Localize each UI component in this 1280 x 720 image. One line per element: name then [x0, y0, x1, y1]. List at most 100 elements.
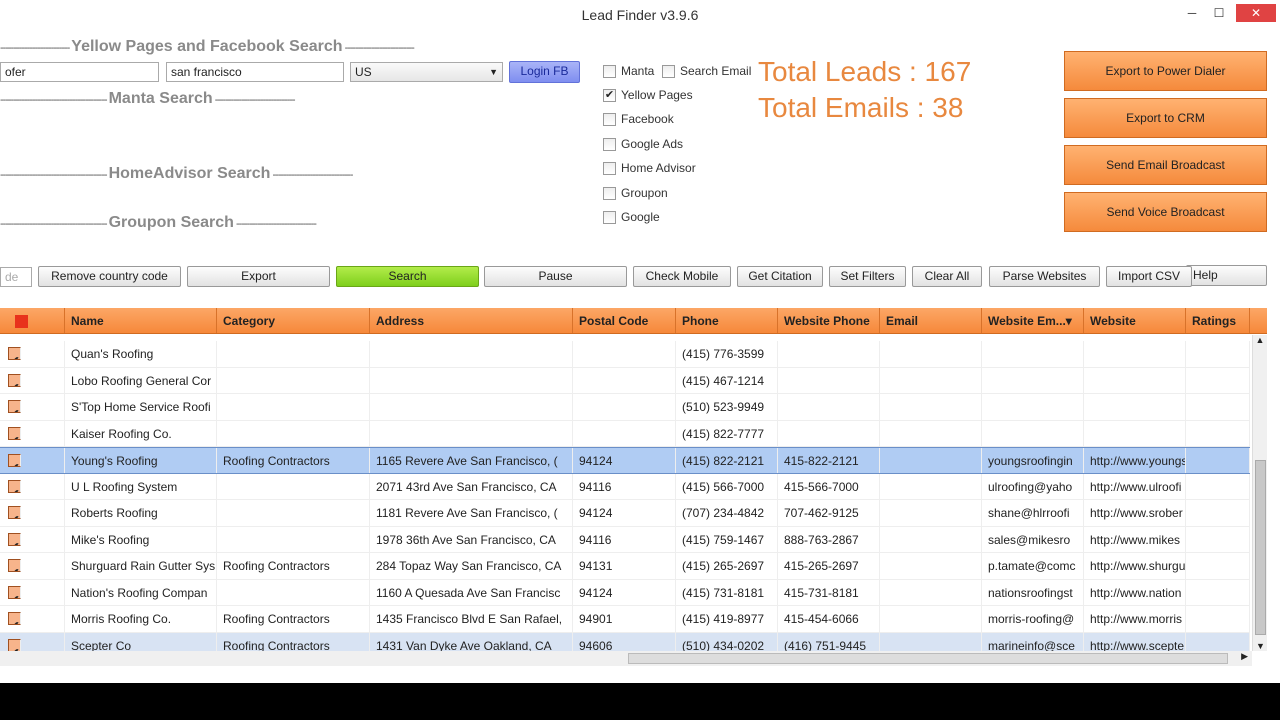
check-mobile-button[interactable]: Check Mobile: [633, 266, 731, 287]
table-row[interactable]: ✔ Roberts Roofing 1181 Revere Ave San Fran…: [0, 500, 1250, 527]
clear-all-button[interactable]: Clear All: [912, 266, 982, 287]
column-header-website-phone[interactable]: Website Phone: [778, 308, 880, 333]
row-select-cell[interactable]: ✔: [0, 420, 65, 446]
source-checkbox-manta[interactable]: Manta: [603, 64, 654, 78]
row-select-cell[interactable]: ✔: [0, 632, 65, 651]
location-input[interactable]: san francisco: [166, 62, 344, 82]
checkbox-icon[interactable]: [603, 161, 616, 175]
table-row[interactable]: ✔ U L Roofing System 2071 43rd Ave San Fra…: [0, 473, 1250, 500]
import-csv-button[interactable]: Import CSV: [1106, 266, 1192, 287]
cell-website: http://www.nation: [1084, 579, 1186, 605]
export-power-dialer-button[interactable]: Export to Power Dialer: [1064, 51, 1267, 91]
source-checkbox-google-ads[interactable]: Google Ads: [603, 137, 683, 151]
checkbox-icon[interactable]: [603, 210, 616, 224]
search-button[interactable]: Search: [336, 266, 479, 287]
row-select-cell[interactable]: ✔: [0, 341, 65, 367]
table-row[interactable]: ✔ S'Top Home Service Roofi (510) 523-9949: [0, 394, 1250, 421]
source-checkbox-yellow-pages[interactable]: ✔ Yellow Pages: [603, 88, 693, 102]
row-select-cell[interactable]: ✔: [0, 473, 65, 499]
row-checkbox[interactable]: ✔: [8, 638, 21, 651]
row-checkbox[interactable]: ✔: [8, 559, 21, 572]
pause-button[interactable]: Pause: [484, 266, 627, 287]
row-select-cell[interactable]: ✔: [0, 500, 65, 526]
row-checkbox[interactable]: ✔: [8, 532, 21, 546]
set-filters-button[interactable]: Set Filters: [829, 266, 906, 287]
row-checkbox[interactable]: ✔: [8, 612, 21, 625]
country-select[interactable]: US ▼: [350, 62, 503, 82]
vertical-scrollbar[interactable]: ▲ ▼: [1252, 335, 1267, 651]
row-select-cell[interactable]: ✔: [0, 448, 65, 473]
h-scroll-thumb[interactable]: [628, 653, 1228, 664]
table-row[interactable]: ✔ Quan's Roofing (415) 776-3599: [0, 341, 1250, 368]
cell-ratings: [1186, 526, 1250, 552]
keyword-input[interactable]: ofer: [0, 62, 159, 82]
row-select-cell[interactable]: ✔: [0, 367, 65, 393]
parse-websites-button[interactable]: Parse Websites: [989, 266, 1100, 287]
row-checkbox[interactable]: ✔: [8, 585, 21, 599]
checkbox-icon[interactable]: [603, 112, 616, 126]
column-header-category[interactable]: Category: [217, 308, 370, 333]
table-row[interactable]: ✔ Morris Roofing Co.Roofing Contractors14…: [0, 606, 1250, 633]
horizontal-scrollbar[interactable]: ▶: [0, 651, 1252, 666]
row-checkbox[interactable]: ✔: [8, 373, 21, 387]
cell-phone: (707) 234-4842: [676, 500, 778, 526]
row-select-cell[interactable]: ✔: [0, 606, 65, 632]
table-row[interactable]: ✔ Lobo Roofing General Cor (415) 467-1214: [0, 367, 1250, 394]
checkbox-icon[interactable]: [603, 64, 616, 78]
column-header-website-em-[interactable]: Website Em...▾: [982, 308, 1084, 333]
select-all-checkbox[interactable]: [0, 308, 65, 333]
send-email-broadcast-button[interactable]: Send Email Broadcast: [1064, 145, 1267, 185]
row-checkbox[interactable]: ✔: [8, 426, 21, 440]
login-fb-button[interactable]: Login FB: [509, 61, 580, 83]
cell-postal-code: 94124: [573, 500, 676, 526]
column-header-email[interactable]: Email: [880, 308, 982, 333]
section-manta: ----------------------------------------…: [0, 90, 296, 107]
column-header-address[interactable]: Address: [370, 308, 573, 333]
column-header-website[interactable]: Website: [1084, 308, 1186, 333]
row-checkbox[interactable]: ✔: [8, 506, 21, 519]
source-checkbox-facebook[interactable]: Facebook: [603, 112, 674, 126]
row-select-cell[interactable]: ✔: [0, 553, 65, 579]
checkbox-icon[interactable]: [603, 186, 616, 200]
close-button[interactable]: ✕: [1236, 4, 1276, 22]
scroll-right-icon[interactable]: ▶: [1241, 651, 1248, 661]
cell-address: 1165 Revere Ave San Francisco, (: [370, 448, 573, 473]
remove-country-code-button[interactable]: Remove country code: [38, 266, 181, 287]
minimize-button[interactable]: ─: [1187, 6, 1197, 20]
get-citation-button[interactable]: Get Citation: [737, 266, 823, 287]
partial-input[interactable]: de: [0, 267, 32, 287]
row-select-cell[interactable]: ✔: [0, 579, 65, 605]
row-checkbox[interactable]: ✔: [8, 347, 21, 360]
send-voice-broadcast-button[interactable]: Send Voice Broadcast: [1064, 192, 1267, 232]
column-header-name[interactable]: Name: [65, 308, 217, 333]
export-button[interactable]: Export: [187, 266, 330, 287]
table-row[interactable]: ✔ Mike's Roofing 1978 36th Ave San Francis…: [0, 526, 1250, 553]
export-crm-button[interactable]: Export to CRM: [1064, 98, 1267, 138]
source-checkbox-groupon[interactable]: Groupon: [603, 186, 668, 200]
maximize-button[interactable]: ☐: [1213, 6, 1225, 20]
table-row[interactable]: ✔ Nation's Roofing Compan 1160 A Quesada A…: [0, 579, 1250, 606]
scroll-up-icon[interactable]: ▲: [1255, 335, 1265, 345]
scroll-down-icon[interactable]: ▼: [1256, 641, 1265, 651]
row-checkbox[interactable]: ✔: [8, 454, 21, 467]
checkbox-icon[interactable]: ✔: [603, 88, 616, 102]
checkbox-icon[interactable]: [603, 137, 616, 151]
column-header-phone[interactable]: Phone: [676, 308, 778, 333]
source-checkbox-google[interactable]: Google: [603, 210, 660, 224]
cell-postal-code: 94124: [573, 579, 676, 605]
help-button[interactable]: Help: [1186, 265, 1267, 286]
row-select-cell[interactable]: ✔: [0, 394, 65, 420]
scroll-thumb[interactable]: [1255, 460, 1266, 635]
row-checkbox[interactable]: ✔: [8, 479, 21, 493]
row-checkbox[interactable]: ✔: [8, 400, 21, 413]
table-row[interactable]: ✔ Kaiser Roofing Co. (415) 822-7777: [0, 420, 1250, 447]
column-header-ratings[interactable]: Ratings: [1186, 308, 1250, 333]
source-checkbox-search-email[interactable]: Search Email: [662, 64, 751, 78]
checkbox-icon[interactable]: [662, 64, 675, 78]
column-header-postal-code[interactable]: Postal Code: [573, 308, 676, 333]
source-checkbox-home-advisor[interactable]: Home Advisor: [603, 161, 696, 175]
row-select-cell[interactable]: ✔: [0, 526, 65, 552]
